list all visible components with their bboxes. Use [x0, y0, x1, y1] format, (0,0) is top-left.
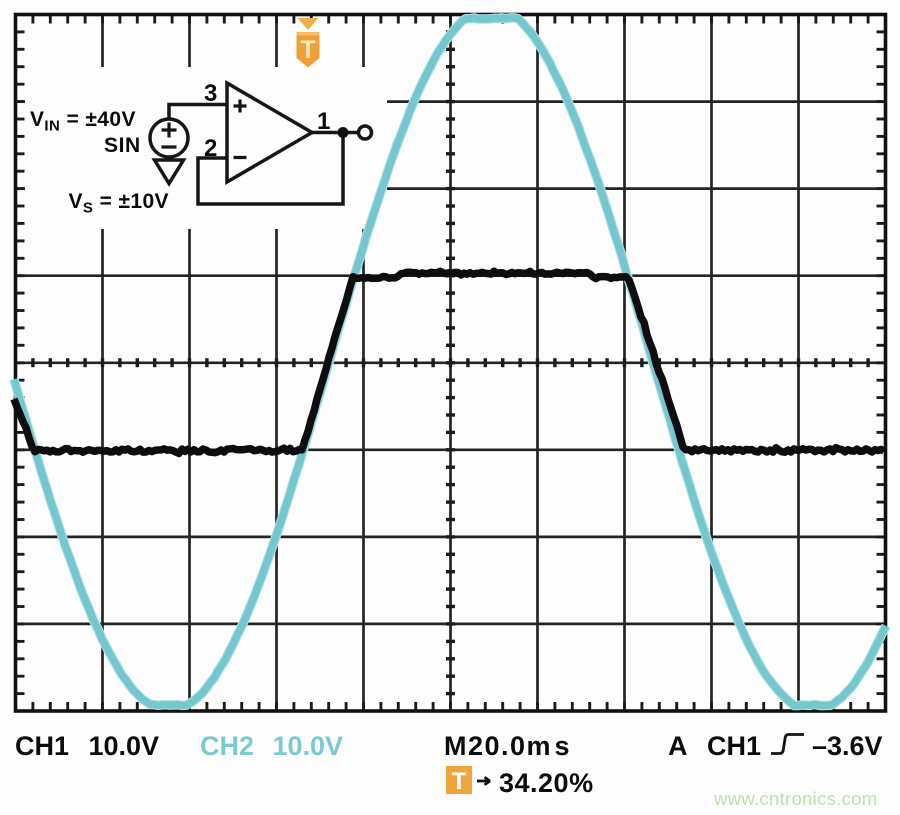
svg-text:T: T [300, 36, 315, 64]
svg-text:T: T [452, 768, 467, 795]
